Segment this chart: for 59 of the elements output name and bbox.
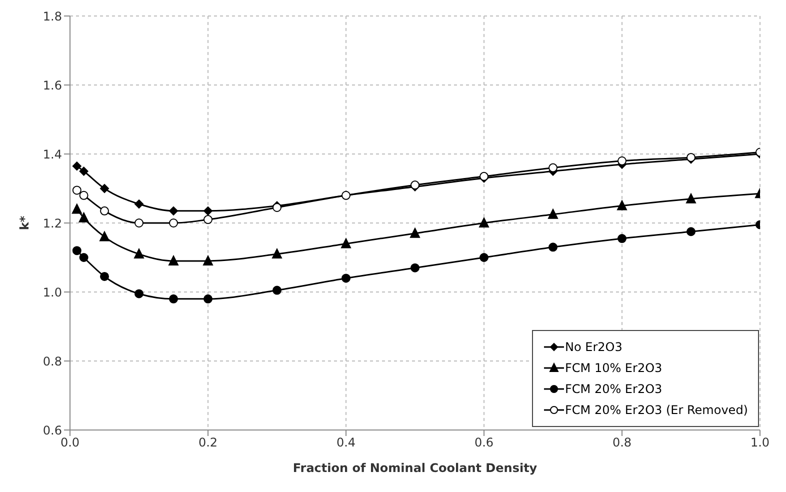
point [480,253,488,262]
x-tick-label: 0.4 [336,436,356,450]
point [686,227,696,236]
point [618,234,626,244]
point [410,228,420,238]
point [169,294,178,304]
point [78,212,89,222]
point [618,156,626,166]
x-tick-label: 0.8 [612,436,632,450]
point [479,218,489,228]
point [100,206,109,216]
point [548,242,558,252]
point [100,184,109,193]
legend-label: FCM 10% Er2O3 [565,361,662,375]
point [272,286,282,295]
point [548,163,558,172]
legend-label: FCM 20% Er2O3 [565,382,662,396]
point [169,218,178,228]
y-axis-title: k* [17,215,32,230]
point [79,190,88,200]
point [686,193,696,204]
point [204,215,212,224]
point [72,204,82,214]
x-tick-label: 0.0 [60,436,80,450]
point [272,248,282,259]
point [203,255,213,266]
legend-label: No Er2O3 [565,340,622,354]
point [168,255,178,266]
x-tick-label: 0.2 [198,436,218,450]
point [134,218,144,228]
y-tick-label: 0.6 [42,423,62,438]
point [204,206,212,216]
y-tick-label: 0.8 [42,354,62,368]
point [79,253,88,262]
point [72,186,82,195]
x-axis-title: Fraction of Nominal Coolant Density [292,461,538,475]
point [169,206,178,216]
point [134,200,144,209]
point [134,248,144,259]
y-tick-label: 1.2 [42,216,62,230]
legend-label: FCM 20% Er2O3 (Er Removed) [565,403,748,417]
x-tick-label: 1.0 [750,436,770,450]
point [134,289,144,298]
point [410,263,420,272]
point [100,272,109,281]
point [617,200,627,210]
y-tick-label: 1.8 [42,9,62,24]
point [204,294,212,304]
y-tick-label: 1.0 [42,285,62,300]
x-tick-label: 0.6 [474,436,494,450]
point [72,246,82,256]
y-tick-label: 1.4 [42,147,62,162]
point [548,208,558,219]
point [341,238,351,248]
point [342,274,350,283]
point [72,162,82,171]
point [100,231,110,242]
y-tick-label: 1.6 [42,78,62,92]
point [79,166,88,176]
